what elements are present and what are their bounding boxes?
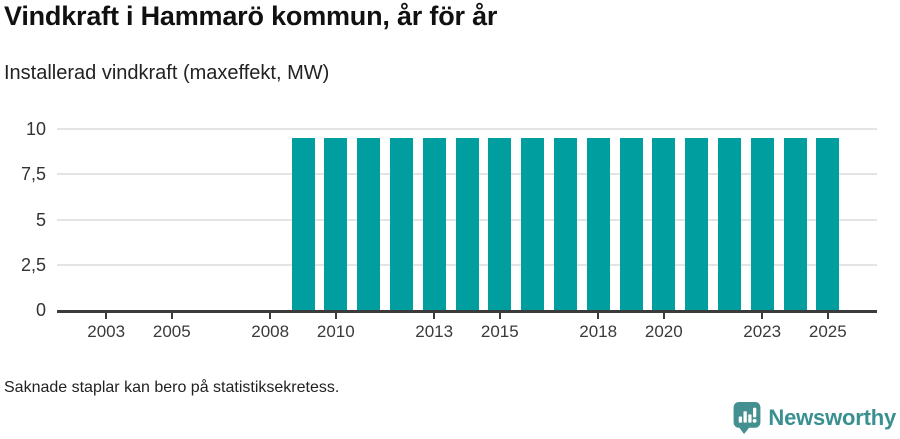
bar-2016 bbox=[521, 138, 545, 310]
x-axis-label: 2003 bbox=[87, 322, 126, 341]
x-axis-tick bbox=[597, 313, 600, 319]
x-axis-tick bbox=[662, 313, 665, 319]
bar-2023 bbox=[750, 138, 774, 310]
x-axis-label: 2008 bbox=[251, 322, 290, 341]
x-axis-label: 2018 bbox=[579, 322, 618, 341]
x-axis-label: 2010 bbox=[316, 322, 355, 341]
y-axis-label: 5 bbox=[35, 209, 46, 230]
bar-2021 bbox=[685, 138, 709, 310]
bar-2013 bbox=[422, 138, 446, 310]
gridline bbox=[57, 128, 877, 130]
chart-title: Vindkraft i Hammarö kommun, år för år bbox=[4, 1, 498, 31]
x-axis-tick bbox=[761, 313, 764, 319]
x-axis-tick bbox=[170, 313, 173, 319]
bar-2024 bbox=[783, 138, 807, 310]
x-axis-label: 2005 bbox=[152, 322, 191, 341]
x-axis-label: 2013 bbox=[415, 322, 454, 341]
y-axis-label: 2,5 bbox=[20, 254, 46, 275]
x-axis-tick bbox=[433, 313, 436, 319]
newsworthy-logo: Newsworthy bbox=[733, 402, 896, 434]
x-axis-tick bbox=[269, 313, 272, 319]
y-axis-label: 7,5 bbox=[20, 164, 46, 185]
bar-2011 bbox=[357, 138, 381, 310]
bar-2022 bbox=[717, 138, 741, 310]
bar-2018 bbox=[586, 138, 610, 310]
x-axis-label: 2023 bbox=[743, 322, 782, 341]
bar-2015 bbox=[488, 138, 512, 310]
bar-2009 bbox=[291, 138, 315, 310]
bar-2010 bbox=[324, 138, 348, 310]
bar-2020 bbox=[652, 138, 676, 310]
bar-2017 bbox=[553, 138, 577, 310]
newsworthy-icon bbox=[733, 402, 761, 434]
y-axis-label: 0 bbox=[35, 300, 46, 320]
x-axis-tick bbox=[498, 313, 501, 319]
footnote: Saknade staplar kan bero på statistiksek… bbox=[4, 379, 340, 396]
x-axis-label: 2025 bbox=[808, 322, 847, 341]
bar-2014 bbox=[455, 138, 479, 310]
x-axis-line bbox=[57, 310, 877, 313]
x-axis-tick bbox=[105, 313, 108, 319]
bar-2019 bbox=[619, 138, 643, 310]
x-axis-tick bbox=[826, 313, 829, 319]
x-axis-label: 2015 bbox=[480, 322, 519, 341]
bar-2025 bbox=[816, 138, 840, 310]
bar-2012 bbox=[389, 138, 413, 310]
x-axis-tick bbox=[334, 313, 337, 319]
chart-subtitle: Installerad vindkraft (maxeffekt, MW) bbox=[4, 62, 330, 84]
x-axis-label: 2020 bbox=[644, 322, 683, 341]
y-axis-label: 10 bbox=[25, 119, 46, 139]
newsworthy-wordmark: Newsworthy bbox=[768, 405, 896, 430]
